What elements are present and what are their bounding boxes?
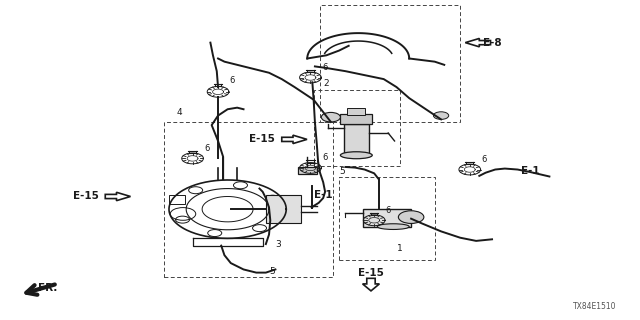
- Circle shape: [175, 216, 189, 223]
- Text: E-15: E-15: [248, 134, 275, 144]
- Text: 5: 5: [269, 267, 275, 276]
- Text: E-15: E-15: [73, 191, 99, 202]
- Text: E-1: E-1: [314, 190, 332, 200]
- Ellipse shape: [340, 152, 372, 159]
- Text: 2: 2: [323, 79, 329, 88]
- Bar: [344, 124, 369, 154]
- Circle shape: [266, 195, 280, 202]
- Text: 6: 6: [322, 153, 327, 162]
- Text: 5: 5: [339, 167, 345, 176]
- Text: 1: 1: [396, 244, 402, 253]
- Text: E-8: E-8: [483, 38, 502, 48]
- Bar: [266, 195, 301, 223]
- Text: 4: 4: [177, 108, 182, 117]
- Text: TX84E1510: TX84E1510: [573, 302, 616, 311]
- Circle shape: [234, 182, 248, 189]
- Text: 6: 6: [386, 205, 391, 215]
- FancyBboxPatch shape: [348, 108, 365, 115]
- Circle shape: [189, 187, 203, 194]
- Text: 6: 6: [481, 155, 486, 164]
- Text: E-1: E-1: [521, 166, 540, 176]
- Circle shape: [321, 112, 340, 122]
- Bar: [298, 167, 317, 174]
- Text: 3: 3: [275, 240, 281, 249]
- Circle shape: [253, 225, 267, 232]
- Ellipse shape: [378, 224, 409, 229]
- Bar: [363, 209, 411, 227]
- Circle shape: [433, 112, 449, 119]
- Circle shape: [208, 229, 221, 236]
- Text: 6: 6: [230, 76, 235, 85]
- Circle shape: [398, 211, 424, 223]
- Text: E-15: E-15: [358, 268, 384, 278]
- Text: 6: 6: [322, 63, 327, 72]
- Bar: [340, 114, 372, 124]
- Text: 6: 6: [204, 144, 209, 153]
- Text: FR.: FR.: [38, 283, 58, 292]
- Bar: [169, 195, 185, 204]
